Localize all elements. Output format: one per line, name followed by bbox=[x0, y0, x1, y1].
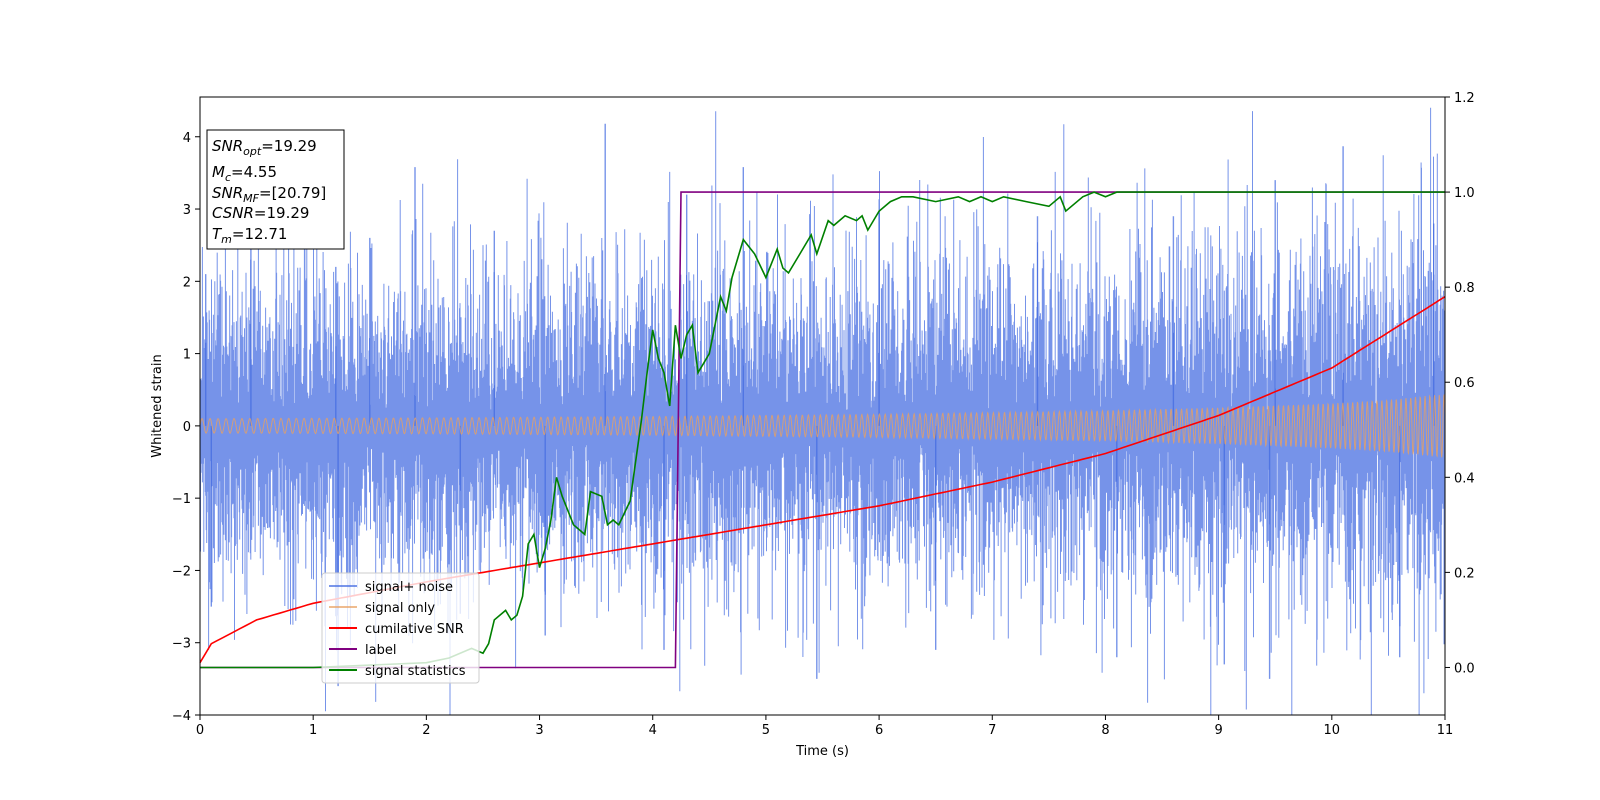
annotation-frame bbox=[206, 129, 345, 250]
plot-frame bbox=[199, 96, 1446, 716]
legend-label: signal+ noise bbox=[365, 580, 453, 595]
annotation-line: SNRopt=19.29 bbox=[212, 137, 317, 158]
y-tick-label: −1 bbox=[172, 492, 191, 507]
axes: 0 1 2 3 4 5 6 7 8 9 10 11 −4 −3 −2 −1 0 1 2 3 4 0.0 0.2 0.4 0.6 0… bbox=[150, 91, 1475, 759]
legend-label: signal statistics bbox=[365, 664, 466, 679]
legend-label: signal only bbox=[365, 601, 435, 616]
x-tick-label: 6 bbox=[875, 723, 883, 738]
y-tick-label: −2 bbox=[172, 564, 191, 579]
legend-label: label bbox=[365, 643, 396, 658]
signal-layer bbox=[200, 394, 1445, 458]
annotation-line: SNRMF=[20.79] bbox=[212, 184, 326, 205]
legend-label: cumilative SNR bbox=[365, 622, 464, 637]
y2-tick-label: 0.6 bbox=[1454, 376, 1475, 391]
annotation-line: Mc=4.55 bbox=[212, 163, 277, 184]
signal-only-series bbox=[200, 394, 1445, 458]
legend-frame bbox=[321, 572, 480, 684]
x-tick-label: 8 bbox=[1101, 723, 1109, 738]
y2-tick-label: 1.0 bbox=[1454, 186, 1475, 201]
y2-tick-label: 0.8 bbox=[1454, 281, 1475, 296]
y-tick-label: 1 bbox=[183, 348, 191, 363]
y-tick-label: 2 bbox=[183, 275, 191, 290]
y2-tick-label: 1.2 bbox=[1454, 91, 1475, 106]
y2-tick-label: 0.2 bbox=[1454, 566, 1475, 581]
x-tick-label: 9 bbox=[1214, 723, 1222, 738]
y-axis-label: Whitened strain bbox=[150, 354, 165, 457]
x-tick-label: 10 bbox=[1324, 723, 1341, 738]
annotation-line: CSNR=19.29 bbox=[212, 204, 309, 222]
y2-tick-label: 0.4 bbox=[1454, 471, 1475, 486]
annotation-line: Tm=12.71 bbox=[212, 225, 287, 246]
x-tick-label: 7 bbox=[988, 723, 996, 738]
x-tick-label: 4 bbox=[649, 723, 657, 738]
x-tick-label: 0 bbox=[196, 723, 204, 738]
y-tick-label: 0 bbox=[183, 420, 191, 435]
y-tick-label: −3 bbox=[172, 637, 191, 652]
annotation-box: SNRopt=19.29 Mc=4.55SNRMF=[20.79]CSNR=19.… bbox=[206, 129, 345, 250]
signal-noise-series bbox=[200, 107, 1445, 715]
x-axis-label: Time (s) bbox=[795, 744, 849, 759]
x-tick-label: 3 bbox=[535, 723, 543, 738]
y-tick-label: −4 bbox=[172, 709, 191, 724]
y-tick-label: 3 bbox=[183, 203, 191, 218]
x-tick-label: 2 bbox=[422, 723, 430, 738]
y-tick-label: 4 bbox=[183, 131, 191, 146]
x-tick-label: 5 bbox=[762, 723, 770, 738]
y2-tick-label: 0.0 bbox=[1454, 661, 1475, 676]
legend: signal+ noise signal only cumilative SNR la… bbox=[321, 572, 480, 684]
x-tick-label: 1 bbox=[309, 723, 317, 738]
x-tick-label: 11 bbox=[1437, 723, 1454, 738]
signal-statistics-line bbox=[200, 191, 1445, 669]
signal-noise-spikes bbox=[205, 123, 1435, 687]
noise-layer bbox=[200, 107, 1445, 715]
